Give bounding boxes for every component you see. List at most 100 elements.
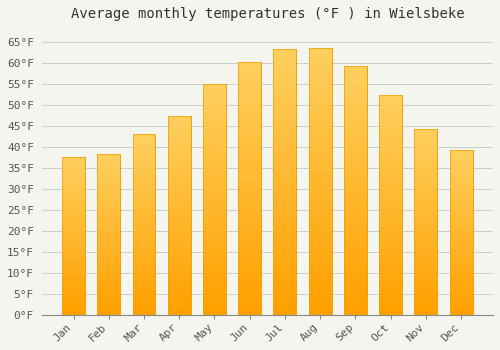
Bar (98, 304, 120, 309)
Bar (168, 176, 190, 182)
Bar (132, 176, 156, 182)
Bar (62, 178, 85, 183)
Bar (274, 191, 296, 199)
Bar (450, 177, 472, 183)
Bar (344, 248, 367, 257)
Bar (344, 307, 367, 315)
Bar (238, 172, 261, 180)
Bar (379, 227, 402, 234)
Bar (274, 164, 296, 173)
Bar (132, 200, 156, 206)
Bar (414, 278, 438, 284)
Bar (62, 257, 85, 262)
Bar (62, 210, 85, 215)
Bar (238, 155, 261, 163)
Bar (344, 199, 367, 207)
Bar (203, 245, 226, 253)
Bar (308, 48, 332, 315)
Bar (344, 66, 367, 74)
Bar (168, 222, 190, 229)
Bar (203, 84, 226, 315)
Bar (414, 210, 438, 216)
Bar (98, 186, 120, 191)
Bar (238, 214, 261, 222)
Bar (344, 224, 367, 232)
Bar (414, 222, 438, 228)
Bar (168, 149, 190, 156)
Bar (308, 119, 332, 128)
Bar (308, 92, 332, 101)
Bar (168, 182, 190, 189)
Bar (414, 129, 438, 315)
Bar (132, 170, 156, 176)
Bar (62, 236, 85, 241)
Bar (132, 297, 156, 303)
Bar (98, 175, 120, 181)
Bar (203, 122, 226, 130)
Bar (450, 172, 472, 177)
Bar (98, 272, 120, 277)
Bar (168, 248, 190, 255)
Bar (274, 93, 296, 102)
Bar (344, 265, 367, 273)
Bar (168, 215, 190, 222)
Bar (344, 273, 367, 281)
Bar (344, 190, 367, 199)
Bar (132, 182, 156, 188)
Bar (450, 271, 472, 276)
Bar (168, 189, 190, 196)
Bar (379, 169, 402, 176)
Bar (450, 276, 472, 282)
Bar (98, 154, 120, 315)
Bar (450, 293, 472, 298)
Bar (308, 235, 332, 244)
Bar (203, 284, 226, 292)
Bar (414, 302, 438, 309)
Bar (379, 96, 402, 103)
Bar (98, 154, 120, 159)
Bar (379, 110, 402, 117)
Bar (62, 199, 85, 204)
Bar (450, 155, 472, 161)
Bar (344, 157, 367, 166)
Bar (62, 299, 85, 304)
Bar (450, 282, 472, 287)
Bar (238, 298, 261, 306)
Bar (132, 254, 156, 260)
Bar (450, 167, 472, 172)
Bar (379, 103, 402, 110)
Bar (414, 166, 438, 172)
Bar (238, 189, 261, 197)
Bar (62, 204, 85, 210)
Bar (203, 99, 226, 107)
Bar (98, 164, 120, 170)
Bar (203, 261, 226, 268)
Bar (344, 124, 367, 132)
Bar (238, 104, 261, 113)
Bar (98, 261, 120, 266)
Bar (274, 217, 296, 226)
Bar (414, 290, 438, 296)
Bar (274, 253, 296, 261)
Bar (379, 271, 402, 278)
Bar (168, 288, 190, 295)
Bar (238, 146, 261, 155)
Bar (132, 134, 156, 315)
Bar (168, 295, 190, 301)
Bar (62, 231, 85, 236)
Bar (379, 234, 402, 241)
Bar (98, 218, 120, 224)
Bar (450, 216, 472, 222)
Bar (379, 161, 402, 169)
Bar (379, 190, 402, 198)
Bar (203, 299, 226, 307)
Bar (274, 208, 296, 217)
Bar (414, 172, 438, 178)
Bar (450, 238, 472, 243)
Bar (98, 250, 120, 256)
Bar (379, 249, 402, 256)
Bar (308, 163, 332, 173)
Bar (450, 260, 472, 265)
Bar (168, 116, 190, 122)
Bar (238, 62, 261, 315)
